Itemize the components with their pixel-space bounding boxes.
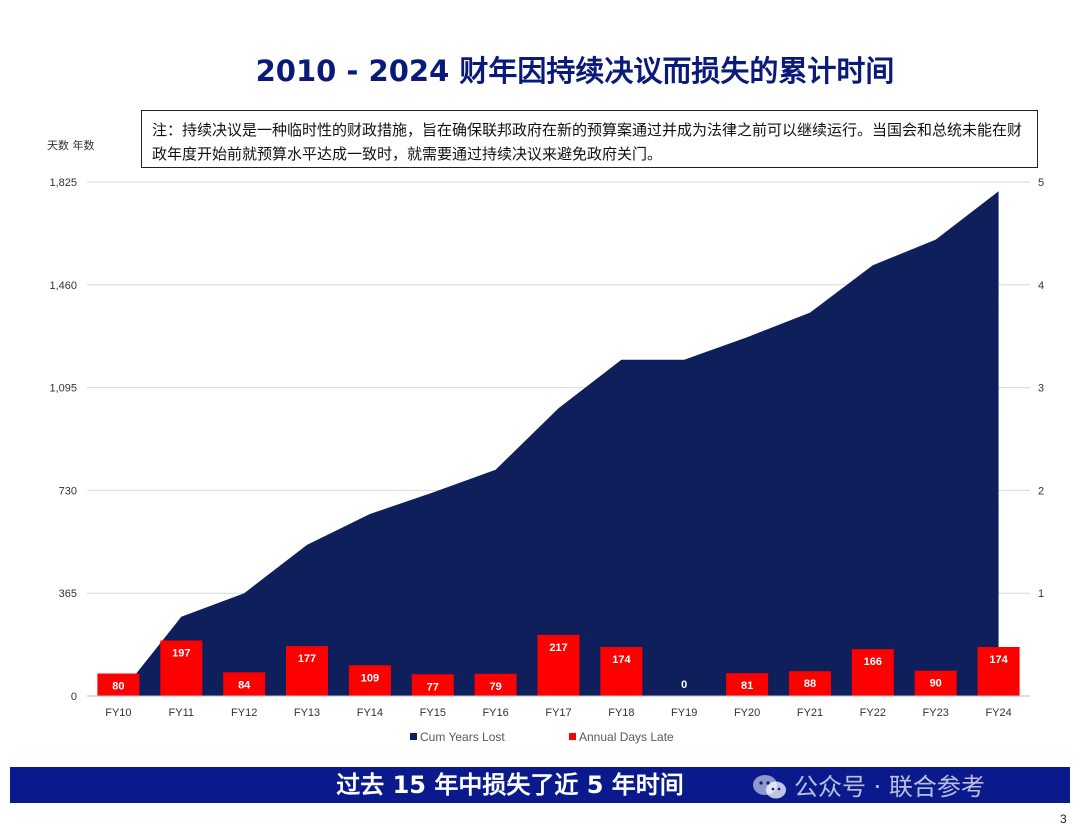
chart-title: 2010 - 2024 财年因持续决议而损失的累计时间 [255,54,895,88]
bar-data-label: 177 [298,653,316,665]
bar-data-label: 109 [361,672,379,684]
legend-label-annual-days: Annual Days Late [579,730,674,744]
y-left-tick-label: 365 [59,588,77,600]
legend-item-cum-years: Cum Years Lost [410,730,505,744]
bar-data-label: 90 [930,678,942,690]
x-tick-label: FY13 [294,707,320,719]
bar-annual-days-late [348,665,391,696]
area-cum-years-lost [118,191,999,697]
bar-annual-days-late [914,670,957,696]
summary-banner: 过去 15 年中损失了近 5 年时间 [10,767,1070,803]
x-tick-label: FY10 [105,707,131,719]
bar-annual-days-late [411,674,454,696]
x-tick-label: FY17 [545,707,571,719]
x-tick-label: FY15 [420,707,446,719]
y-right-tick-label: 5 [1038,177,1044,189]
bar-annual-days-late [600,647,643,696]
wechat-icon [752,773,788,809]
x-tick-label: FY16 [482,707,508,719]
x-tick-label: FY23 [923,707,949,719]
y-left-tick-label: 730 [59,485,77,497]
y-right-tick-label: 4 [1038,280,1044,292]
y-right-tick-label: 1 [1038,588,1044,600]
bar-annual-days-late [223,672,266,696]
bar-data-label: 77 [427,681,439,693]
x-tick-label: FY18 [608,707,634,719]
bar-data-label: 81 [741,680,753,692]
legend-swatch-bar [569,733,576,740]
y-left-tick-label: 1,460 [49,280,77,292]
legend-label-cum-years: Cum Years Lost [420,730,505,744]
bar-data-label: 84 [238,679,251,691]
watermark-text: 公众号 · 联合参考 [794,773,985,801]
bar-data-label: 166 [864,656,882,668]
bar-annual-days-late [789,671,831,696]
y-axis-unit-label: 天数 年数 [47,139,95,152]
bar-annual-days-late [97,673,140,696]
bar-annual-days-late [726,673,769,696]
y-right-tick-label: 3 [1038,383,1044,395]
x-tick-label: FY24 [985,707,1011,719]
y-left-tick-label: 0 [71,691,77,703]
y-right-tick-label: 2 [1038,485,1044,497]
legend-item-annual-days: Annual Days Late [569,730,674,744]
x-tick-label: FY20 [734,707,760,719]
bar-series [97,634,1020,696]
bar-annual-days-late [160,640,203,696]
x-tick-label: FY12 [231,707,257,719]
bar-data-label: 174 [612,654,631,666]
bar-data-label: 217 [549,642,567,654]
page-number: 3 [1060,812,1067,826]
bar-annual-days-late [286,646,328,696]
area-series [118,191,999,697]
axes: 0 365 730 1,095 1,460 1,825 1 2 3 4 5 FY10 FY11 FY12 F… [49,177,1044,719]
legend-swatch-area [410,733,417,740]
data-labels: 80 197 84 177 109 77 79 217 174 0 81 88 166 90 174 [112,642,1008,693]
bar-annual-days-late [977,647,1020,696]
bar-data-label: 79 [489,681,501,693]
bar-annual-days-late [851,649,894,696]
y-left-tick-label: 1,095 [49,383,77,395]
bar-data-label: 80 [112,681,124,693]
watermark: 公众号 · 联合参考 [752,771,985,803]
bar-data-label: 0 [681,679,687,691]
x-tick-label: FY21 [797,707,823,719]
chart-svg: 80 197 84 177 109 77 79 217 174 0 81 88 166 90 174 0 36… [49,177,1044,719]
bar-data-label: 174 [989,654,1008,666]
x-tick-label: FY11 [169,707,194,719]
x-tick-label: FY14 [357,707,383,719]
y-left-tick-label: 1,825 [49,177,77,189]
legend: Cum Years Lost Annual Days Late [0,730,1080,746]
bar-annual-days-late [474,673,517,696]
x-tick-label: FY19 [671,707,697,719]
banner-text: 过去 15 年中损失了近 5 年时间 [336,771,684,799]
bar-annual-days-late [537,634,580,696]
bar-data-label: 197 [172,648,190,660]
bar-data-label: 88 [804,678,816,690]
note-box: 注：持续决议是一种临时性的财政措施，旨在确保联邦政府在新的预算案通过并成为法律之… [141,110,1038,168]
x-tick-label: FY22 [860,707,886,719]
